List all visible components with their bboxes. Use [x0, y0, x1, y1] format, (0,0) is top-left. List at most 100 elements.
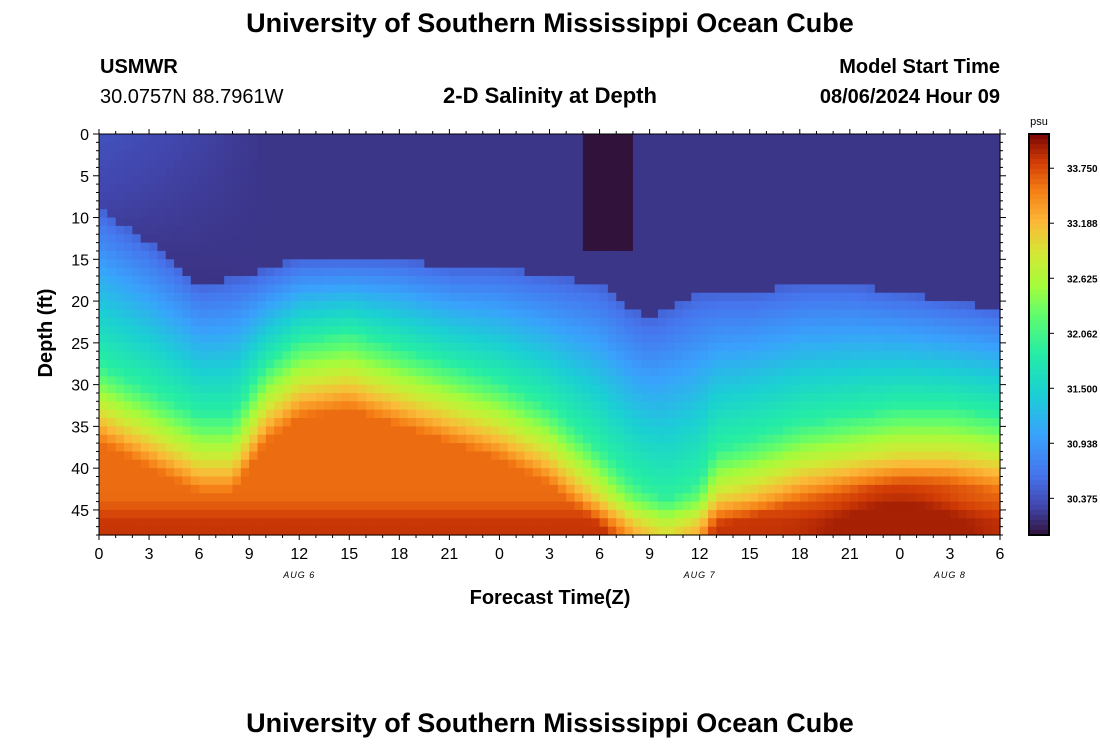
heatmap-cell [165, 225, 175, 235]
heatmap-cell [883, 409, 893, 419]
heatmap-cell [933, 276, 943, 285]
heatmap-cell [174, 134, 184, 143]
heatmap-cell [774, 484, 784, 494]
heatmap-cell [657, 526, 667, 536]
heatmap-cell [507, 259, 517, 269]
heatmap-cell [874, 276, 884, 285]
heatmap-cell [466, 451, 476, 461]
heatmap-cell [174, 175, 184, 185]
heatmap-cell [874, 175, 884, 185]
heatmap-cell [407, 209, 417, 219]
heatmap-cell [249, 309, 259, 319]
heatmap-cell [207, 242, 217, 252]
heatmap-cell [557, 509, 567, 519]
heatmap-cell [282, 401, 292, 411]
heatmap-cell [466, 326, 476, 336]
heatmap-cell [357, 192, 367, 202]
heatmap-cell [624, 392, 634, 402]
heatmap-cell [833, 401, 843, 411]
heatmap-cell [799, 426, 809, 436]
heatmap-cell [315, 334, 325, 344]
heatmap-cell [207, 250, 217, 260]
heatmap-cell [457, 334, 467, 344]
heatmap-cell [207, 317, 217, 327]
heatmap-cell [240, 392, 250, 402]
heatmap-cell [632, 401, 642, 411]
heatmap-cell [949, 501, 959, 511]
heatmap-cell [324, 401, 334, 411]
heatmap-cell [315, 434, 325, 444]
heatmap-cell [516, 242, 526, 252]
heatmap-cell [132, 526, 142, 536]
heatmap-cell [140, 484, 150, 494]
heatmap-cell [733, 242, 742, 252]
heatmap-cell [557, 451, 567, 461]
heatmap-cell [424, 142, 434, 152]
heatmap-cell [883, 309, 893, 319]
heatmap-cell [407, 526, 417, 536]
heatmap-cell [607, 184, 617, 194]
heatmap-cell [941, 367, 951, 377]
heatmap-cell [591, 484, 601, 494]
heatmap-cell [682, 184, 692, 194]
heatmap-cell [916, 175, 926, 185]
heatmap-cell [332, 292, 342, 302]
heatmap-cell [357, 476, 367, 486]
heatmap-cell [140, 184, 150, 194]
heatmap-cell [574, 150, 584, 160]
heatmap-cell [190, 309, 200, 319]
heatmap-cell [741, 392, 751, 402]
heatmap-cell [799, 509, 809, 519]
heatmap-cell [315, 142, 325, 152]
heatmap-cell [899, 292, 909, 302]
heatmap-cell [949, 134, 959, 143]
heatmap-cell [908, 359, 918, 369]
heatmap-cell [407, 134, 417, 143]
heatmap-cell [741, 359, 751, 369]
heatmap-cell [933, 159, 943, 169]
heatmap-cell [516, 451, 526, 461]
heatmap-cell [866, 468, 876, 478]
heatmap-cell [132, 334, 142, 344]
heatmap-cell [591, 267, 601, 277]
heatmap-cell [708, 418, 717, 427]
heatmap-cell [416, 142, 425, 152]
heatmap-cell [841, 175, 851, 185]
heatmap-cell [874, 200, 884, 210]
heatmap-cell [274, 509, 284, 519]
heatmap-cell [824, 326, 834, 336]
heatmap-cell [524, 167, 534, 177]
heatmap-cell [149, 476, 158, 486]
heatmap-cell [874, 351, 884, 361]
heatmap-cell [682, 217, 692, 227]
heatmap-cell [624, 217, 634, 227]
heatmap-cell [332, 418, 342, 427]
heatmap-cell [466, 317, 476, 327]
heatmap-cell [491, 459, 501, 469]
heatmap-cell [607, 459, 617, 469]
heatmap-cell [657, 326, 667, 336]
heatmap-cell [182, 309, 192, 319]
heatmap-cell [566, 501, 576, 511]
heatmap-cell [349, 459, 359, 469]
heatmap-cell [482, 351, 492, 361]
heatmap-cell [432, 209, 442, 219]
heatmap-cell [274, 401, 284, 411]
heatmap-cell [816, 509, 826, 519]
heatmap-cell [174, 276, 184, 285]
heatmap-cell [249, 234, 259, 244]
heatmap-cell [382, 476, 392, 486]
heatmap-cell [274, 451, 284, 461]
heatmap-cell [466, 426, 476, 436]
heatmap-cell [149, 276, 158, 285]
heatmap-cell [899, 150, 909, 160]
heatmap-cell [457, 309, 467, 319]
heatmap-cell [824, 426, 834, 436]
heatmap-cell [883, 175, 893, 185]
heatmap-cell [699, 192, 709, 202]
heatmap-cell [724, 326, 734, 336]
heatmap-cell [574, 225, 584, 235]
heatmap-cell [716, 526, 726, 536]
heatmap-cell [574, 518, 584, 528]
heatmap-cell [432, 292, 442, 302]
